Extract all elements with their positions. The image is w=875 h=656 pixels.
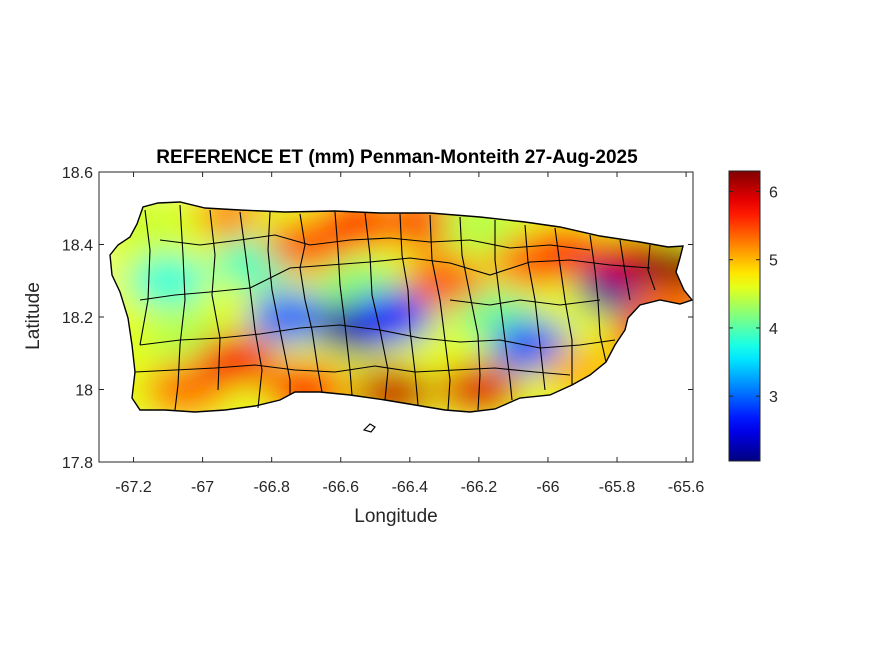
boundary-line-13 — [459, 216, 481, 411]
x-tick-label: -65.8 — [599, 479, 636, 496]
boundary-line-2 — [134, 364, 571, 376]
island-outline — [109, 201, 694, 413]
heatmap-field — [110, 202, 692, 412]
boundary-line-21 — [449, 299, 601, 306]
y-tick-label: 18.2 — [62, 310, 93, 327]
colorbar-tick-label: 5 — [769, 253, 778, 270]
boundary-line-10 — [364, 212, 389, 401]
chart-title: REFERENCE ET (mm) Penman-Monteith 27-Aug… — [156, 147, 638, 168]
field-sample-6 — [197, 334, 278, 387]
x-tick-label: -67.2 — [115, 479, 152, 496]
x-axis-ticks: -67.2 -67 -66.8 -66.6 -66.4 -66.2 -66 -65.8 -65.… — [115, 172, 704, 496]
boundary-line-4 — [174, 204, 186, 411]
plot-area: -67.2 -67 -66.8 -66.6 -66.4 -66.2 -66 -65.8 -65.… — [62, 165, 705, 496]
y-tick-label: 18 — [75, 383, 93, 400]
x-tick-label: -66.6 — [323, 479, 360, 496]
colorbar-tick-label: 4 — [769, 321, 778, 338]
y-tick-label: 18.6 — [62, 165, 93, 182]
boundary-line-14 — [494, 220, 513, 401]
boundary-line-15 — [524, 224, 546, 391]
x-axis-label: Longitude — [354, 506, 437, 527]
y-tick-label: 17.8 — [62, 455, 93, 472]
boundary-line-7 — [267, 211, 291, 395]
field-sample-14 — [352, 291, 433, 343]
y-axis-ticks: 17.8 18 18.2 18.4 18.6 — [62, 165, 693, 472]
boundary-line-6 — [239, 211, 263, 409]
municipal-boundaries — [134, 204, 656, 411]
field-sample-1 — [128, 254, 209, 307]
x-tick-label: -65.6 — [668, 479, 705, 496]
colorbar: 3 4 5 6 — [728, 170, 778, 462]
boundary-line-8 — [299, 213, 323, 393]
boundary-line-16 — [554, 227, 573, 385]
boundary-line-0 — [139, 257, 651, 301]
boundary-line-18 — [619, 239, 631, 301]
colorbar-ticks: 3 4 5 6 — [729, 184, 778, 406]
caja-de-muertos-islet — [362, 423, 376, 433]
x-tick-label: -66.8 — [253, 479, 290, 496]
colorbar-tick-label: 3 — [769, 389, 778, 406]
y-axis-label: Latitude — [23, 282, 44, 350]
boundary-line-3 — [139, 209, 151, 346]
boundary-line-5 — [209, 209, 221, 391]
boundary-line-20 — [159, 234, 591, 251]
x-tick-label: -66 — [536, 479, 559, 496]
x-tick-label: -66.2 — [461, 479, 498, 496]
x-tick-label: -67 — [191, 479, 214, 496]
boundary-line-19 — [647, 244, 656, 291]
colorbar-gradient — [728, 170, 761, 462]
colorbar-tick-label: 6 — [769, 184, 778, 201]
field-sample-23 — [525, 225, 606, 278]
field-sample-3 — [145, 363, 226, 412]
boundary-line-11 — [399, 213, 419, 406]
x-tick-label: -66.4 — [392, 479, 429, 496]
field-sample-9 — [248, 291, 329, 343]
boundary-line-12 — [429, 214, 451, 411]
y-tick-label: 18.4 — [62, 238, 93, 255]
boundary-line-9 — [334, 211, 353, 396]
field-sample-28 — [635, 243, 692, 296]
